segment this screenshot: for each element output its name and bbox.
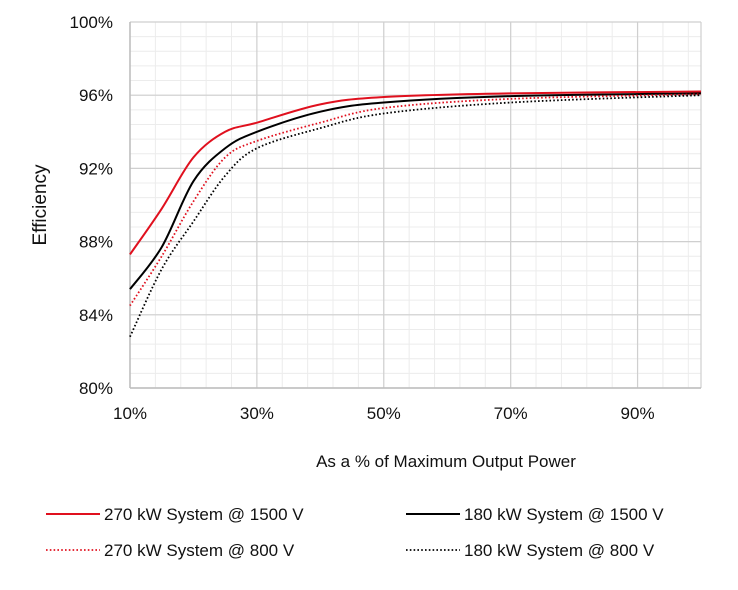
y-tick-label: 84%: [79, 306, 113, 325]
x-axis-label: As a % of Maximum Output Power: [316, 452, 576, 471]
grid: [129, 21, 702, 389]
x-tick-label: 10%: [113, 404, 147, 423]
legend-label-3: 270 kW System @ 800 V: [104, 541, 295, 560]
y-tick-label: 96%: [79, 86, 113, 105]
legend-label-1: 270 kW System @ 1500 V: [104, 505, 304, 524]
y-tick-label: 100%: [70, 13, 113, 32]
x-tick-label: 70%: [494, 404, 528, 423]
tick-labels: 10% 30% 50% 70% 90% 80% 84% 88% 92% 96% 100%: [70, 13, 655, 423]
series-lines: [129, 90, 702, 338]
x-tick-label: 30%: [240, 404, 274, 423]
legend: 270 kW System @ 1500 V 180 kW System @ 15…: [46, 505, 664, 560]
y-axis-label: Efficiency: [30, 164, 51, 245]
series-line-2: [129, 92, 702, 290]
y-tick-label: 92%: [79, 159, 113, 178]
x-tick-label: 90%: [621, 404, 655, 423]
series-line-1: [129, 90, 702, 255]
legend-label-2: 180 kW System @ 1500 V: [464, 505, 664, 524]
y-tick-label: 80%: [79, 379, 113, 398]
series-line-3: [129, 93, 702, 307]
y-tick-label: 88%: [79, 233, 113, 252]
legend-label-4: 180 kW System @ 800 V: [464, 541, 655, 560]
x-tick-label: 50%: [367, 404, 401, 423]
